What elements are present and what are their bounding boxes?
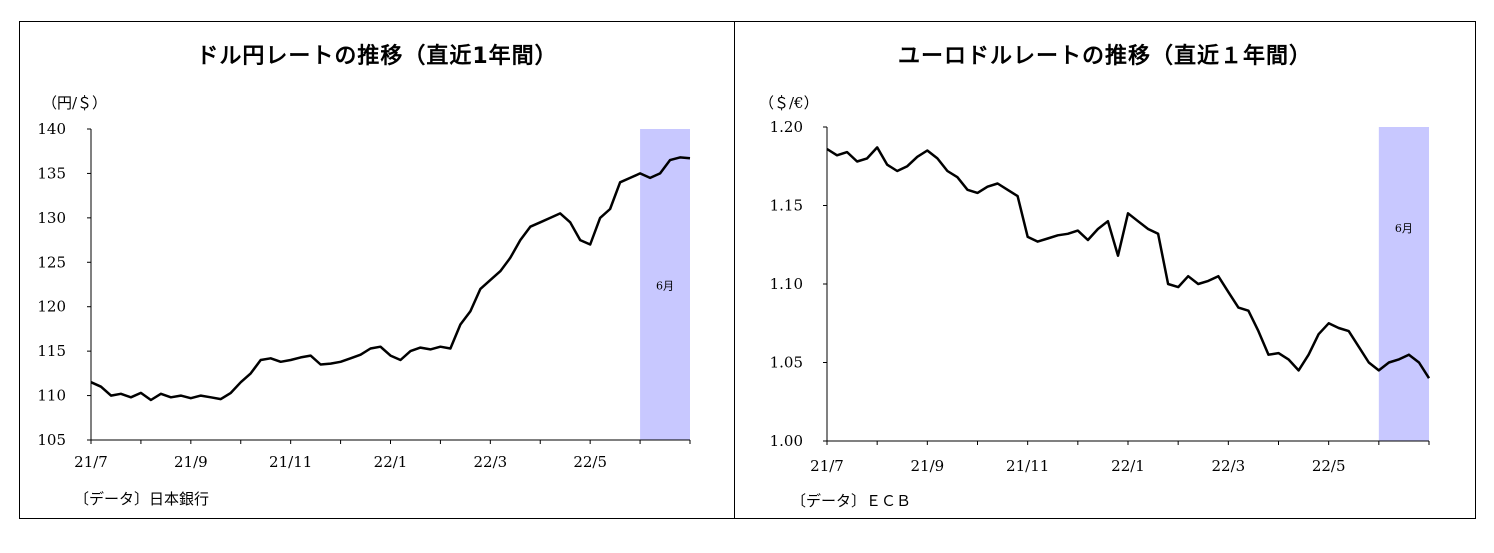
chart-title: ドル円レートの推移（直近1年間）: [196, 44, 558, 69]
y-tick-label: 105: [37, 431, 66, 449]
x-tick-label: 22/1: [374, 453, 408, 471]
x-tick-label: 21/9: [174, 453, 208, 471]
x-tick-label: 22/5: [1312, 457, 1346, 475]
y-axis-unit: （円/＄）: [42, 94, 108, 112]
y-tick-label: 1.15: [770, 197, 803, 215]
x-tick-label: 22/3: [473, 453, 507, 471]
x-tick-label: 21/11: [1006, 457, 1049, 475]
y-tick-label: 110: [37, 387, 66, 405]
y-tick-label: 120: [37, 298, 66, 316]
x-tick-label: 22/5: [573, 453, 607, 471]
y-tick-label: 1.05: [770, 354, 803, 372]
chart-panel-eurusd: ユーロドルレートの推移（直近１年間） （＄/€） 6月 1.00 1.05 1.10 1…: [734, 21, 1476, 519]
highlight-label: 6月: [1395, 222, 1413, 235]
x-tick-label: 21/11: [269, 453, 312, 471]
highlight-label: 6月: [656, 280, 674, 293]
y-tick-label: 1.10: [770, 275, 803, 293]
highlight-band-june: [640, 129, 690, 440]
y-tick-label: 135: [37, 164, 66, 182]
usdjpy-line-chart: 6月 105 110 115 120 125 130 135 140 21/7 21/9 21/11 2…: [37, 120, 691, 471]
x-tick-label: 22/1: [1111, 457, 1145, 475]
y-tick-label: 125: [37, 253, 66, 271]
data-source: 〔データ〕ＥＣＢ: [791, 492, 912, 510]
y-tick-label: 1.00: [770, 432, 803, 450]
highlight-band-june: [1378, 127, 1429, 441]
x-tick-label: 21/9: [910, 457, 944, 475]
x-tick-label: 22/3: [1211, 457, 1245, 475]
y-tick-label: 115: [37, 342, 66, 360]
data-source: 〔データ〕日本銀行: [74, 490, 210, 508]
x-tick-label: 21/7: [74, 453, 108, 471]
chart-panel-usdjpy: ドル円レートの推移（直近1年間） （円/＄） 6月 105 110 115 120 125…: [19, 21, 735, 519]
series-line: [826, 146, 1431, 379]
y-tick-label: 130: [37, 209, 66, 227]
eurusd-line-chart: 6月 1.00 1.05 1.10 1.15 1.20 21/7 21/9 21/11 22/1 2…: [770, 118, 1431, 475]
x-tick-label: 21/7: [810, 457, 844, 475]
series-line: [90, 156, 691, 402]
y-tick-label: 1.20: [770, 118, 803, 136]
chart-title: ユーロドルレートの推移（直近１年間）: [897, 44, 1312, 69]
y-tick-label: 140: [37, 120, 66, 138]
y-axis-unit: （＄/€）: [759, 94, 819, 112]
